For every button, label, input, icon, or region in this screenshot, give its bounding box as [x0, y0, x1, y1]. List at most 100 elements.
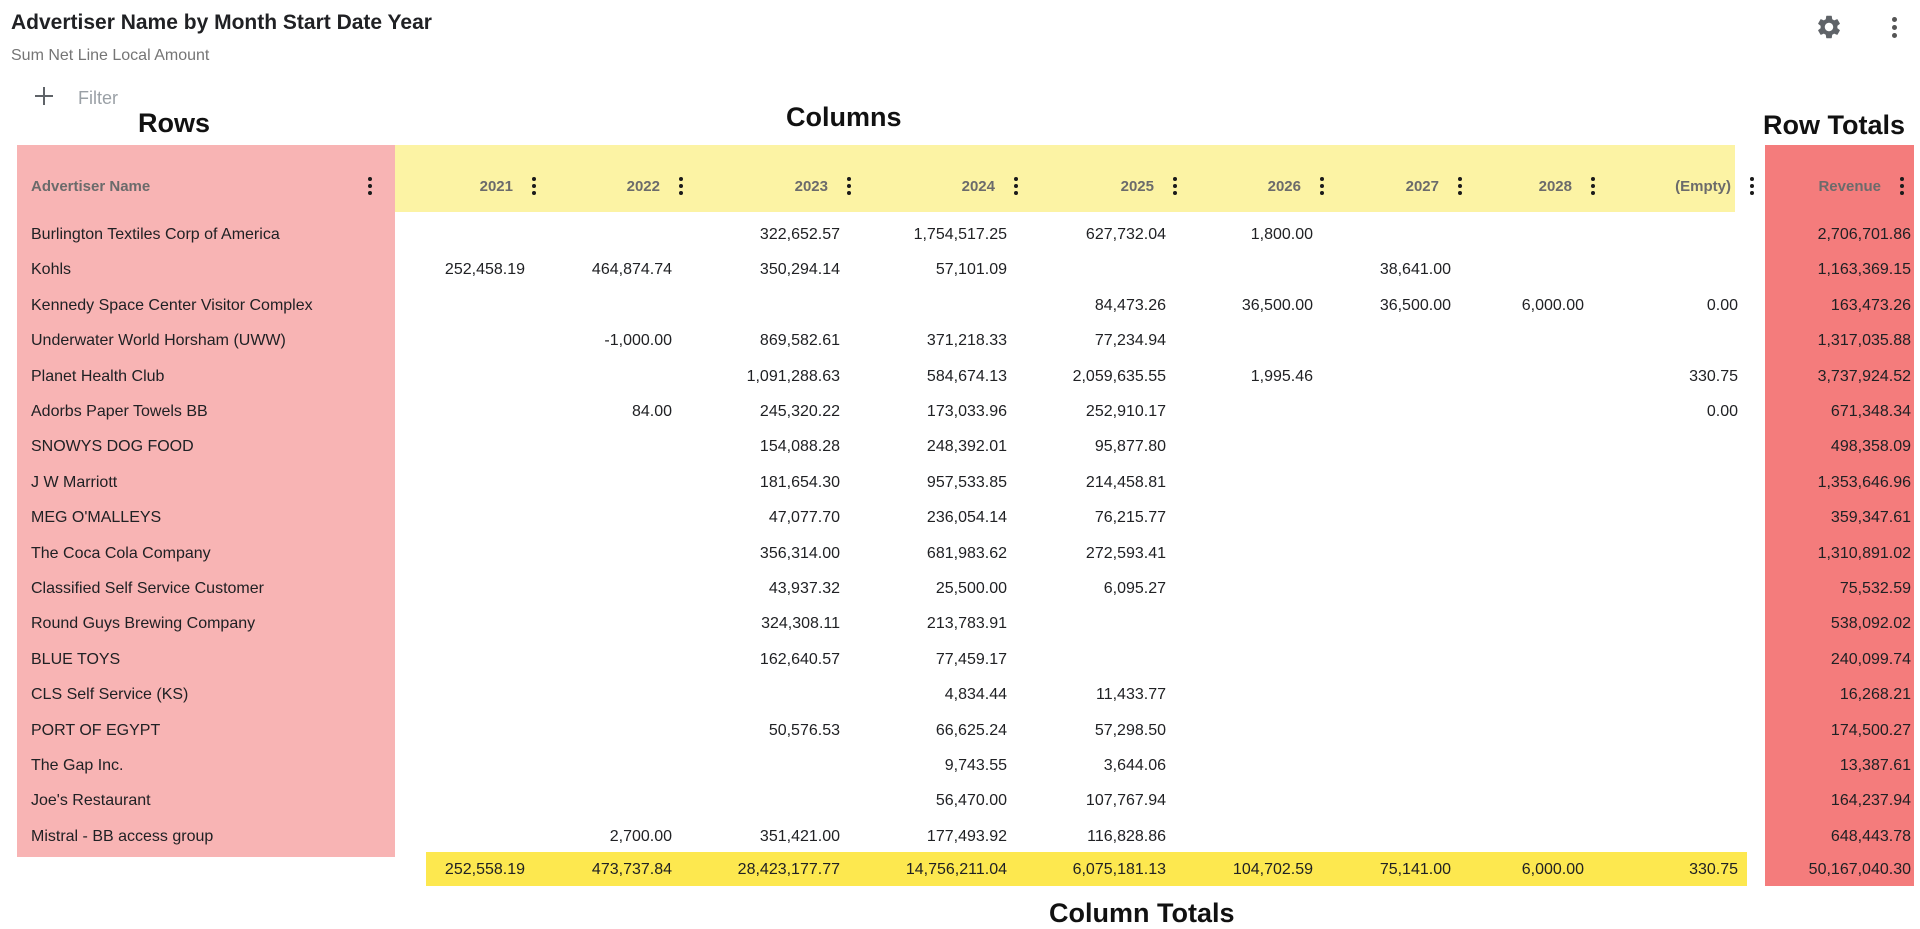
row-total-cell: 240,099.74: [1830, 651, 1911, 668]
row-total-cell: 2,706,701.86: [1817, 226, 1911, 243]
row-label: Kohls: [31, 261, 72, 278]
table-cell: 43,937.32: [768, 580, 840, 597]
row-total-cell: 164,237.94: [1830, 792, 1911, 809]
column-menu-button[interactable]: [1895, 173, 1909, 199]
more-vert-icon: [1591, 177, 1595, 195]
more-vert-icon: [847, 177, 851, 195]
table-cell: 25,500.00: [935, 580, 1007, 597]
column-total-cell: 330.75: [1689, 861, 1738, 878]
column-total-cell: 6,075,181.13: [1072, 861, 1166, 878]
table-cell: 272,593.41: [1085, 545, 1166, 562]
column-menu-button[interactable]: [1315, 173, 1329, 199]
column-header-2024[interactable]: 2024: [962, 171, 1023, 201]
table-cell: 36,500.00: [1241, 297, 1313, 314]
table-cell: 3,644.06: [1103, 757, 1166, 774]
column-header-2022[interactable]: 2022: [627, 171, 688, 201]
row-label: Burlington Textiles Corp of America: [31, 226, 280, 243]
column-header-label: 2024: [961, 177, 995, 195]
column-header-label: 2028: [1538, 177, 1572, 195]
table-cell: 322,652.57: [759, 226, 840, 243]
table-cell: 350,294.14: [759, 261, 840, 278]
table-cell: 351,421.00: [759, 828, 840, 845]
column-menu-button[interactable]: [527, 173, 541, 199]
row-total-cell: 16,268.21: [1839, 686, 1911, 703]
table-cell: 154,088.28: [759, 438, 840, 455]
column-menu-button[interactable]: [1586, 173, 1600, 199]
row-label: Round Guys Brewing Company: [31, 615, 256, 632]
column-header-revenue[interactable]: Revenue: [1818, 171, 1909, 201]
row-label: The Coca Cola Company: [31, 545, 211, 562]
table-cell: 1,800.00: [1250, 226, 1313, 243]
more-options-button[interactable]: [1882, 12, 1906, 42]
table-cell: 2,700.00: [609, 828, 672, 845]
table-cell: 9,743.55: [944, 757, 1007, 774]
columns-annotation: Columns: [786, 102, 902, 132]
column-header-2023[interactable]: 2023: [795, 171, 856, 201]
table-cell: 584,674.13: [926, 368, 1007, 385]
row-totals-annotation: Row Totals: [1763, 110, 1906, 140]
row-label: SNOWYS DOG FOOD: [31, 438, 194, 455]
column-header-2026[interactable]: 2026: [1268, 171, 1329, 201]
column-header-2021[interactable]: 2021: [480, 171, 541, 201]
column-total-cell: 28,423,177.77: [737, 861, 840, 878]
table-cell: 6,000.00: [1521, 297, 1584, 314]
more-vert-icon: [1891, 16, 1897, 38]
more-vert-icon: [532, 177, 536, 195]
table-cell: 957,533.85: [926, 474, 1007, 491]
column-menu-button[interactable]: [1168, 173, 1182, 199]
settings-button[interactable]: [1812, 10, 1846, 44]
row-label: The Gap Inc.: [31, 757, 124, 774]
column-header-label: 2026: [1267, 177, 1301, 195]
row-total-cell: 13,387.61: [1839, 757, 1911, 774]
row-total-cell: 1,353,646.96: [1817, 474, 1911, 491]
row-total-cell: 1,163,369.15: [1817, 261, 1911, 278]
more-vert-icon: [1900, 177, 1904, 195]
column-total-cell: 75,141.00: [1379, 861, 1451, 878]
column-menu-button[interactable]: [674, 173, 688, 199]
more-vert-icon: [1014, 177, 1018, 195]
add-filter-button[interactable]: [32, 84, 56, 108]
column-header-label: 2023: [794, 177, 828, 195]
column-header-2028[interactable]: 2028: [1539, 171, 1600, 201]
more-vert-icon: [1750, 177, 1754, 195]
table-cell: 245,320.22: [759, 403, 840, 420]
column-header-label: Revenue: [1818, 177, 1881, 195]
table-cell: 0.00: [1706, 403, 1738, 420]
table-cell: -1,000.00: [604, 332, 672, 349]
table-cell: 627,732.04: [1085, 226, 1166, 243]
table-cell: 324,308.11: [761, 615, 840, 632]
row-label: Mistral - BB access group: [31, 828, 214, 845]
column-header-advertiser-name[interactable]: Advertiser Name: [31, 171, 377, 201]
column-header-empty[interactable]: (Empty): [1675, 171, 1759, 201]
table-cell: 177,493.92: [926, 828, 1007, 845]
row-label: J W Marriott: [31, 474, 118, 491]
table-cell: 66,625.24: [935, 722, 1007, 739]
more-vert-icon: [368, 177, 372, 195]
table-cell: 50,576.53: [768, 722, 840, 739]
table-cell: 162,640.57: [759, 651, 840, 668]
column-header-2027[interactable]: 2027: [1406, 171, 1467, 201]
column-menu-button[interactable]: [1453, 173, 1467, 199]
table-cell: 107,767.94: [1085, 792, 1166, 809]
table-cell: 84.00: [631, 403, 672, 420]
row-label: Kennedy Space Center Visitor Complex: [31, 297, 313, 314]
row-total-cell: 174,500.27: [1830, 722, 1911, 739]
filter-input[interactable]: [78, 86, 278, 110]
table-cell: 464,874.74: [591, 261, 672, 278]
more-vert-icon: [1173, 177, 1177, 195]
row-label: MEG O'MALLEYS: [31, 509, 162, 526]
column-menu-button[interactable]: [1009, 173, 1023, 199]
grand-total-cell: 50,167,040.30: [1808, 861, 1911, 878]
column-header-2025[interactable]: 2025: [1121, 171, 1182, 201]
column-menu-button[interactable]: [1745, 173, 1759, 199]
column-header-label: 2025: [1120, 177, 1154, 195]
column-menu-button[interactable]: [363, 173, 377, 199]
row-label: Planet Health Club: [31, 368, 165, 385]
row-label: PORT OF EGYPT: [31, 722, 161, 739]
table-cell: 681,983.62: [926, 545, 1007, 562]
table-cell: 252,910.17: [1085, 403, 1166, 420]
column-total-cell: 14,756,211.04: [905, 861, 1007, 878]
column-menu-button[interactable]: [842, 173, 856, 199]
table-cell: 236,054.14: [926, 509, 1007, 526]
more-vert-icon: [679, 177, 683, 195]
